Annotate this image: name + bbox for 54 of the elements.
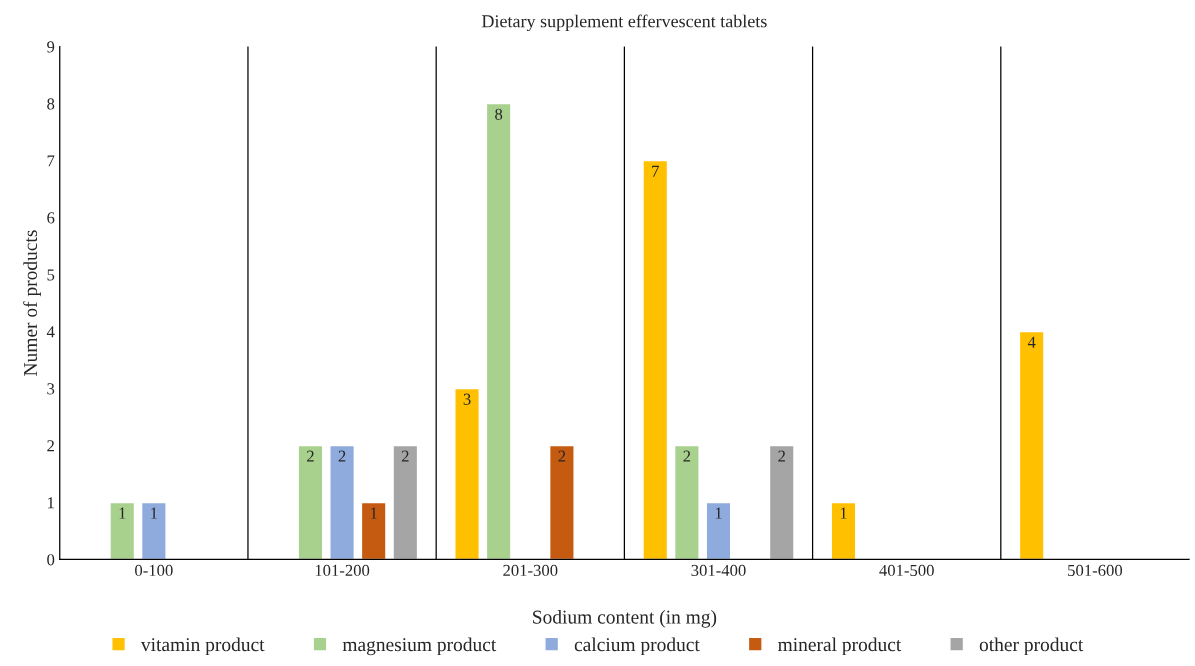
legend-label: calcium product	[574, 637, 700, 656]
legend-label: other product	[979, 637, 1084, 656]
bar	[642, 159, 669, 560]
y-tick-label: 4	[46, 326, 55, 338]
x-tick-label: 101-200	[315, 564, 370, 577]
x-tick-label: 501-600	[1068, 564, 1123, 577]
bar	[705, 501, 732, 560]
data-label: 2	[307, 450, 314, 462]
bar	[109, 501, 136, 560]
data-label: 3	[463, 393, 471, 405]
x-axis-title: Sodium content (in mg)	[533, 609, 717, 628]
data-label: 7	[652, 165, 659, 177]
y-axis-title: Numer of products	[23, 230, 41, 376]
y-tick-label: 7	[47, 155, 55, 167]
bar	[485, 102, 512, 560]
y-tick-label: 0	[47, 554, 55, 566]
data-label: 4	[1027, 336, 1036, 348]
bar	[297, 444, 324, 560]
bar	[392, 444, 419, 560]
x-tick-label: 201-300	[503, 564, 558, 577]
bar	[329, 444, 355, 560]
x-tick-label: 301-400	[691, 564, 746, 577]
y-tick-label: 5	[47, 269, 55, 281]
y-tick-label: 1	[48, 497, 54, 509]
data-label: 2	[778, 450, 785, 462]
x-tick-label: 0-100	[135, 564, 173, 577]
data-label: 2	[401, 450, 409, 462]
data-label: 1	[119, 507, 126, 519]
data-label: 1	[715, 507, 722, 519]
y-tick-label: 9	[47, 41, 55, 53]
data-label: 2	[558, 450, 566, 462]
bar	[360, 501, 387, 560]
bar	[548, 444, 575, 560]
legend-label: vitamin product	[140, 637, 265, 656]
x-tick-label: 401-500	[879, 564, 934, 577]
data-label: 1	[151, 507, 158, 519]
data-label: 2	[338, 450, 346, 462]
chart-title: Dietary supplement effervescent tablets	[481, 14, 767, 32]
y-tick-label: 3	[47, 383, 55, 395]
data-label: 1	[840, 507, 847, 519]
legend-label: magnesium product	[342, 637, 497, 656]
bar	[768, 444, 795, 560]
y-tick-label: 2	[47, 440, 54, 452]
bar	[830, 501, 857, 560]
bar	[673, 444, 700, 560]
data-label: 2	[683, 450, 691, 462]
legend-label: mineral product	[778, 637, 902, 656]
y-tick-label: 6	[47, 212, 55, 224]
data-label: 8	[495, 108, 503, 120]
bar	[140, 501, 167, 560]
y-tick-label: 8	[47, 98, 55, 110]
bar	[454, 387, 480, 560]
bar	[1018, 330, 1045, 560]
data-label: 1	[370, 507, 377, 519]
